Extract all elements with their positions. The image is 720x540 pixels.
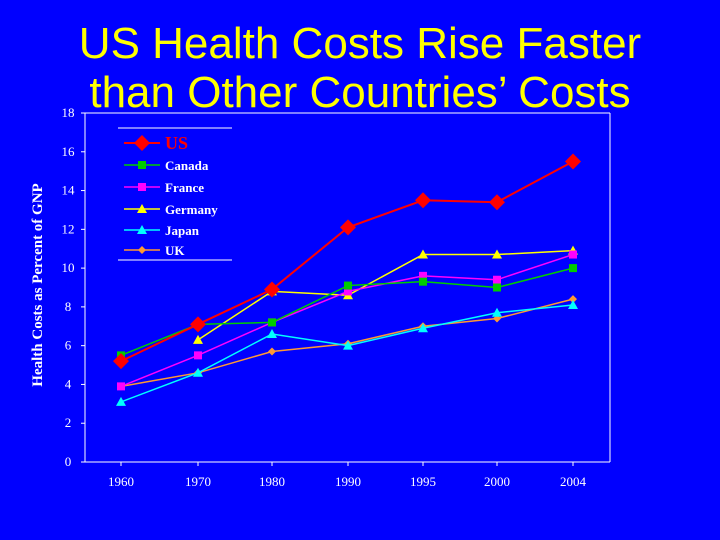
data-point-us — [489, 194, 505, 211]
data-point-uk — [569, 295, 577, 304]
y-axis-label: Health Costs as Percent of GNP — [30, 183, 46, 386]
data-point-germany — [418, 249, 428, 259]
data-point-germany — [492, 249, 502, 259]
data-point-japan — [492, 307, 502, 317]
data-point-us — [415, 192, 431, 209]
data-point-canada — [569, 264, 577, 273]
data-point-canada — [344, 281, 352, 290]
data-point-germany — [193, 334, 203, 344]
y-tick-label: 6 — [65, 338, 72, 353]
legend-label-us: US — [165, 133, 188, 153]
slide-title-line-2: than Other Countries’ Costs — [89, 68, 631, 117]
legend-marker-canada — [138, 161, 146, 169]
y-tick-label: 8 — [65, 299, 72, 314]
series-line-france — [120, 253, 574, 388]
legend-label-japan: Japan — [165, 223, 200, 238]
data-point-france — [194, 351, 202, 360]
y-tick-label: 16 — [62, 144, 76, 159]
data-point-france — [493, 275, 501, 284]
legend-label-france: France — [165, 180, 204, 195]
data-point-france — [117, 382, 125, 391]
data-point-us — [264, 281, 280, 298]
data-point-us — [340, 219, 356, 236]
data-point-us — [113, 353, 129, 370]
y-tick-label: 4 — [65, 376, 72, 391]
data-point-japan — [343, 340, 353, 350]
x-tick-label: 1980 — [259, 474, 285, 489]
x-tick-label: 1970 — [185, 474, 211, 489]
x-tick-label: 1995 — [410, 474, 436, 489]
legend-marker-uk — [138, 246, 146, 254]
data-point-japan — [418, 323, 428, 333]
legend-marker-france — [138, 183, 146, 191]
y-tick-label: 2 — [65, 415, 72, 430]
legend-label-uk: UK — [165, 243, 185, 258]
legend-marker-us — [134, 135, 150, 151]
y-tick-label: 14 — [62, 183, 76, 198]
data-point-japan — [193, 367, 203, 377]
data-point-japan — [116, 396, 126, 406]
legend-marker-germany — [137, 204, 147, 213]
legend-label-canada: Canada — [165, 158, 209, 173]
slide-title-line-1: US Health Costs Rise Faster — [78, 19, 642, 68]
data-point-france — [419, 271, 427, 280]
series-line-japan — [120, 304, 574, 403]
y-tick-label: 10 — [62, 260, 75, 275]
data-point-canada — [493, 283, 501, 292]
x-tick-label: 2000 — [484, 474, 510, 489]
y-tick-label: 12 — [62, 221, 75, 236]
legend-label-germany: Germany — [165, 202, 218, 217]
x-tick-label: 2004 — [560, 474, 587, 489]
data-point-us — [565, 153, 581, 170]
data-point-japan — [267, 329, 277, 339]
series-line-germany — [197, 249, 574, 341]
legend-marker-japan — [137, 225, 147, 234]
data-point-uk — [268, 347, 276, 356]
data-point-france — [344, 287, 352, 296]
x-tick-label: 1960 — [108, 474, 134, 489]
y-tick-label: 0 — [65, 454, 72, 469]
data-point-japan — [568, 299, 578, 309]
data-point-canada — [419, 277, 427, 286]
data-point-france — [569, 250, 577, 259]
y-tick-label: 18 — [62, 105, 75, 120]
data-point-us — [190, 316, 206, 333]
data-point-canada — [268, 318, 276, 327]
x-tick-label: 1990 — [335, 474, 361, 489]
